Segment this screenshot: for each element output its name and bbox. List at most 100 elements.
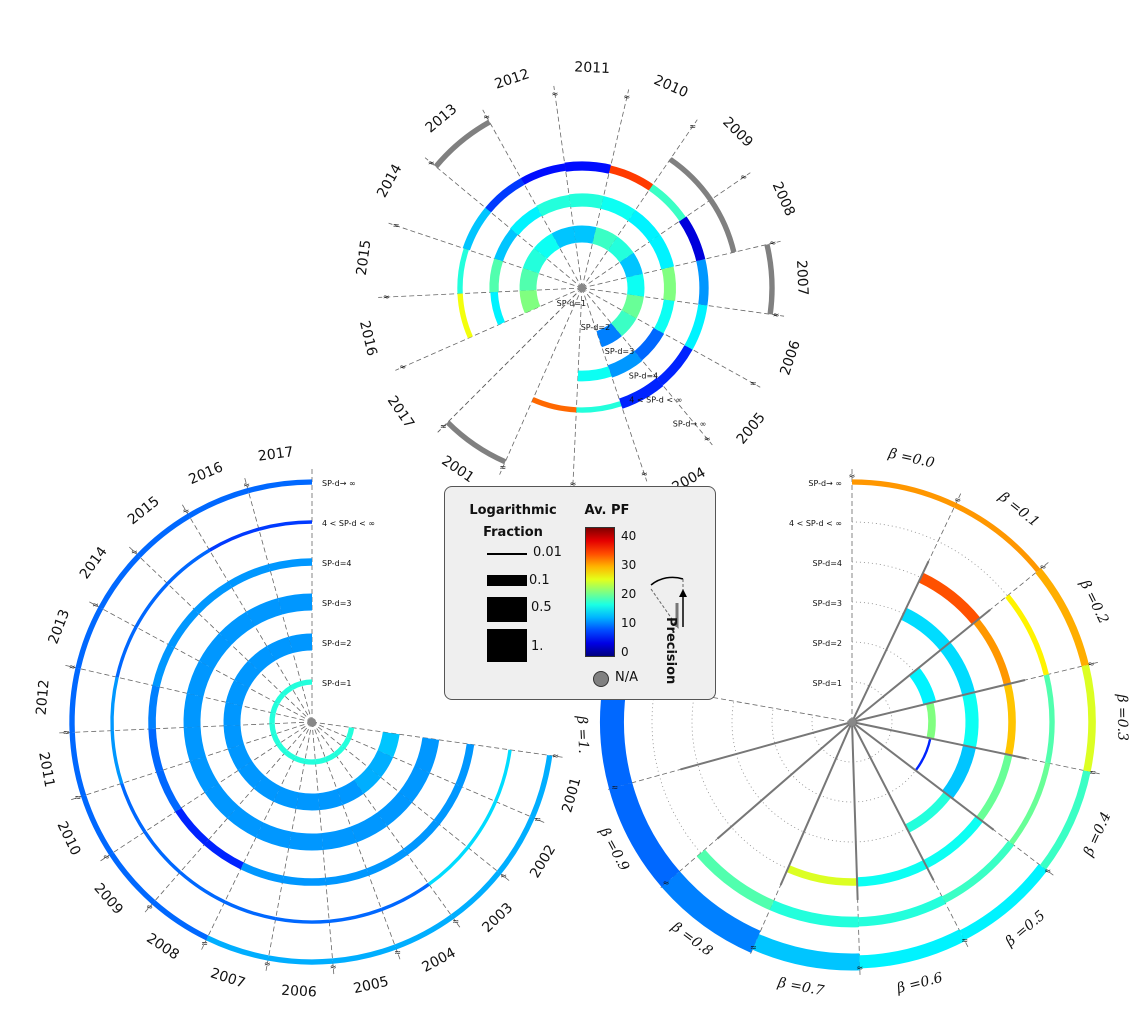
ring-segment bbox=[661, 871, 761, 953]
ring-segment bbox=[186, 660, 214, 698]
axis-break-marker: ≈ bbox=[552, 752, 559, 761]
ring-segment bbox=[225, 679, 250, 707]
ring-segment bbox=[1005, 594, 1049, 676]
ring-segment bbox=[148, 685, 160, 730]
spoke-line bbox=[851, 721, 859, 900]
ring-segment bbox=[275, 917, 330, 924]
axis-break-marker: ≈ bbox=[69, 662, 76, 671]
ring-segment bbox=[596, 322, 622, 348]
ring-label: SP-d→ ∞ bbox=[673, 419, 707, 428]
ring-segment bbox=[654, 299, 675, 334]
ring-segment bbox=[859, 929, 965, 969]
angular-axis-label: 2009 bbox=[91, 880, 126, 917]
ring-segment bbox=[959, 864, 1048, 941]
ring-segment bbox=[656, 344, 693, 386]
colorbar-tick: 40 bbox=[621, 529, 637, 543]
angular-axis-label: β =0.1 bbox=[995, 488, 1042, 530]
precision-label: Precision bbox=[663, 617, 678, 685]
angular-axis-label: β =0.2 bbox=[1076, 577, 1112, 627]
axis-break-marker: ≈ bbox=[330, 963, 337, 972]
ring-segment bbox=[568, 193, 604, 209]
angular-axis-label: 2012 bbox=[493, 66, 532, 92]
ring-guide bbox=[771, 641, 933, 803]
ring-label: SP-d=4 bbox=[629, 371, 658, 380]
ring-segment bbox=[110, 676, 119, 731]
angular-axis-label: 2010 bbox=[54, 819, 84, 858]
ring-segment bbox=[520, 163, 566, 185]
ring-segment bbox=[376, 791, 413, 827]
ring-segment bbox=[519, 268, 539, 291]
angular-axis-label: 2014 bbox=[374, 161, 405, 200]
fraction-sample-bar bbox=[487, 553, 527, 555]
axis-break-marker: ≈ bbox=[1044, 866, 1051, 875]
ring-segment bbox=[900, 607, 951, 651]
radial-gridline bbox=[437, 287, 583, 433]
ring-segment bbox=[661, 266, 676, 301]
axis-break-marker: ≈ bbox=[183, 506, 190, 515]
axis-break-marker: ≈ bbox=[399, 363, 406, 372]
colorbar-tick: 20 bbox=[621, 587, 637, 601]
ring-segment bbox=[851, 479, 957, 508]
ring-segment bbox=[573, 225, 597, 244]
angular-axis-label: 2006 bbox=[777, 338, 804, 377]
angular-axis-label: 2012 bbox=[34, 679, 53, 716]
ring-segment bbox=[403, 819, 440, 855]
ring-segment bbox=[607, 350, 643, 378]
radial-gridline bbox=[581, 287, 713, 446]
axis-break-marker: ≈ bbox=[393, 221, 400, 230]
ring-segment bbox=[223, 702, 243, 726]
ring-segment bbox=[433, 119, 491, 169]
radial-gridline bbox=[424, 157, 583, 289]
ring-segment bbox=[678, 216, 706, 262]
angular-axis-label: 2013 bbox=[423, 101, 461, 136]
ring-label: SP-d=2 bbox=[322, 639, 351, 648]
axis-break-marker: ≈ bbox=[146, 902, 153, 911]
axis-break-marker: ≈ bbox=[75, 793, 82, 802]
ring-segment bbox=[496, 816, 535, 875]
ring-segment bbox=[288, 633, 313, 654]
ring-segment bbox=[247, 479, 313, 494]
ring-segment bbox=[398, 766, 430, 803]
ring-segment bbox=[1081, 664, 1096, 772]
ring-segment bbox=[329, 907, 383, 923]
ring-label: SP-d→ ∞ bbox=[808, 479, 842, 488]
ring-segment bbox=[175, 807, 209, 846]
ring-segment bbox=[976, 753, 1013, 822]
ring-label: SP-d→ ∞ bbox=[322, 479, 356, 488]
ring-segment bbox=[151, 900, 209, 941]
ring-segment bbox=[668, 157, 713, 202]
ring-segment bbox=[493, 749, 512, 803]
ring-segment bbox=[564, 161, 611, 174]
radial-gridline bbox=[581, 89, 630, 289]
ring-segment bbox=[576, 401, 622, 413]
angular-axis-label: 2015 bbox=[354, 239, 375, 277]
ring-segment bbox=[315, 756, 327, 765]
radial-gridline bbox=[128, 546, 313, 723]
ring-segment bbox=[457, 248, 469, 294]
angular-axis-label: 2010 bbox=[651, 72, 690, 101]
angular-axis-label: 2001 bbox=[559, 776, 584, 815]
axis-break-marker: ≈ bbox=[704, 434, 711, 443]
angular-axis-label: β =0.7 bbox=[776, 975, 826, 1000]
angular-axis-label: 2014 bbox=[77, 544, 111, 582]
ring-segment bbox=[529, 755, 553, 819]
ring-segment bbox=[462, 207, 492, 251]
ring-segment bbox=[466, 800, 498, 849]
ring-segment bbox=[350, 812, 388, 843]
angular-axis-label: 2015 bbox=[125, 493, 163, 528]
ring-segment bbox=[627, 209, 661, 243]
radial-gridline bbox=[572, 287, 583, 492]
ring-segment bbox=[295, 792, 320, 811]
ring-segment bbox=[282, 875, 327, 886]
angular-axis-label: 2011 bbox=[574, 59, 610, 77]
ring-label: SP-d=2 bbox=[581, 323, 610, 332]
ring-segment bbox=[269, 723, 277, 736]
ring-segment bbox=[708, 198, 737, 253]
angular-axis-label: 2009 bbox=[719, 114, 756, 151]
ring-segment bbox=[134, 582, 169, 628]
ring-segment bbox=[246, 598, 283, 627]
ring-segment bbox=[522, 248, 548, 274]
ring-segment bbox=[353, 766, 381, 794]
ring-segment bbox=[577, 366, 612, 382]
ring-segment bbox=[183, 726, 206, 762]
